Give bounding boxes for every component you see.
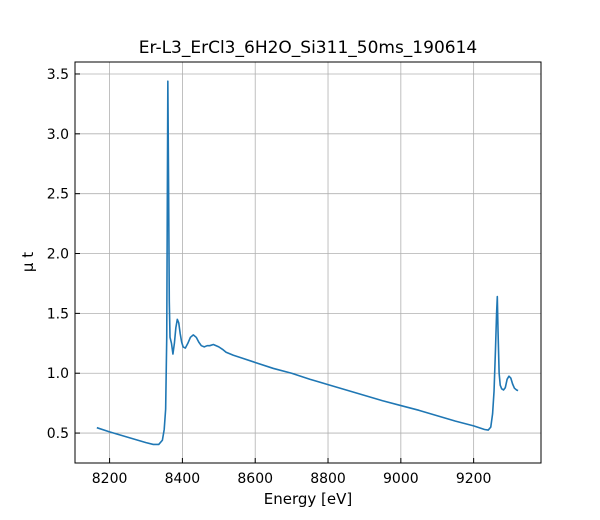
y-tick-label: 1.5	[47, 306, 69, 322]
plot-area	[96, 80, 519, 446]
plot-frame	[74, 61, 542, 464]
y-axis: 0.5 1.0 1.5 2.0 2.5 3.0 3.5	[47, 67, 80, 442]
y-tick-label: 3.0	[47, 127, 69, 143]
y-tick-label: 3.5	[47, 67, 69, 83]
x-axis: 8200 8400 8600 8800 9000 9200	[92, 458, 492, 487]
chart-title: Er-L3_ErCl3_6H2O_Si311_50ms_190614	[139, 38, 477, 58]
x-tick-label: 9000	[383, 471, 419, 487]
x-tick-label: 8800	[310, 471, 346, 487]
x-tick-label: 8200	[92, 471, 128, 487]
x-axis-label: Energy [eV]	[264, 490, 352, 508]
y-tick-label: 1.0	[47, 366, 69, 382]
y-tick-label: 0.5	[47, 426, 69, 442]
x-tick-label: 8600	[237, 471, 273, 487]
x-tick-label: 9200	[456, 471, 492, 487]
series-line	[96, 80, 519, 446]
x-tick-label: 8400	[165, 471, 201, 487]
y-axis-label: μ t	[19, 252, 37, 272]
grid	[75, 62, 541, 463]
y-tick-label: 2.5	[47, 187, 69, 203]
y-tick-label: 2.0	[47, 247, 69, 263]
